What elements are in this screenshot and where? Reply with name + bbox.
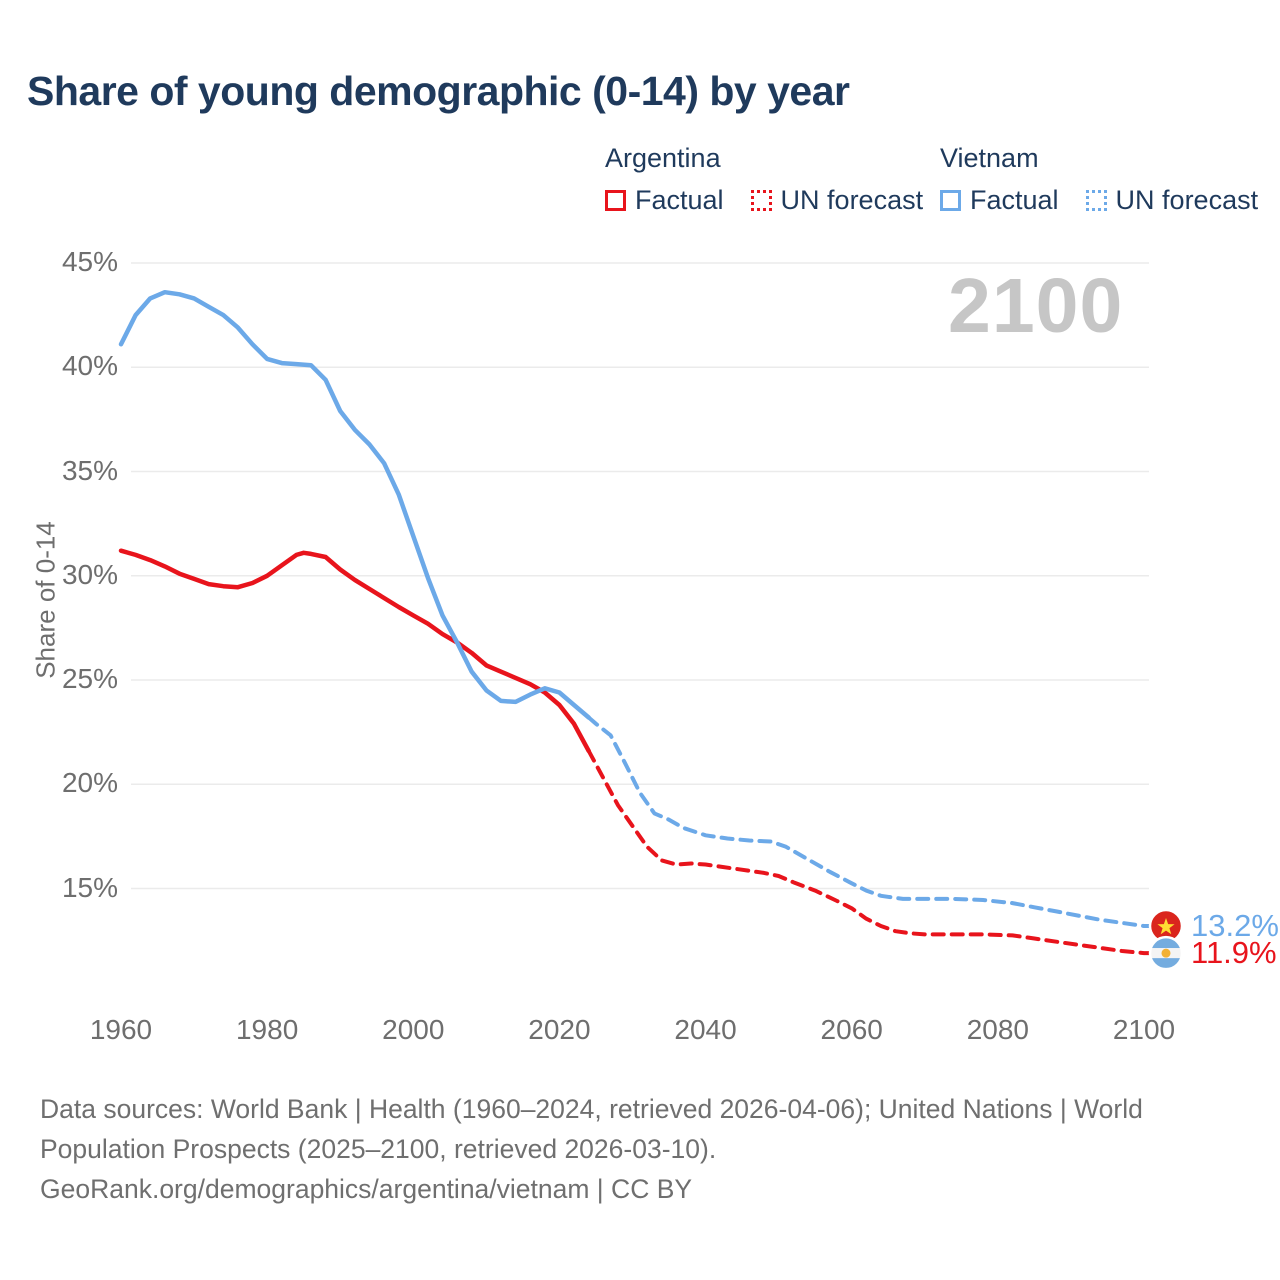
vietnam-forecast-swatch-icon [1085, 190, 1107, 211]
y-tick-label: 40% [61, 350, 118, 382]
series-line-vietnam-factual [118, 289, 591, 720]
x-tick-label: 2020 [528, 1014, 591, 1045]
footer: Data sources: World Bank | Health (1960–… [40, 1089, 1143, 1209]
y-axis-title: Share of 0-14 [30, 521, 61, 679]
legend-item-vietnam-forecast: UN forecast [1085, 185, 1259, 216]
series-line-argentina-factual [118, 548, 591, 754]
argentina-forecast-swatch-icon [750, 190, 772, 211]
legend-group-argentina-label: Argentina [605, 143, 721, 173]
legend-item-label: Factual [635, 185, 724, 215]
legend-item-vietnam-factual: Factual [940, 185, 1059, 216]
footer-data-sources-line1: Data sources: World Bank | Health (1960–… [40, 1094, 1143, 1124]
footer-data-sources-line2: Population Prospects (2025–2100, retriev… [40, 1134, 717, 1164]
x-tick-label: 2040 [674, 1014, 737, 1045]
legend-item-argentina-factual: Factual [605, 185, 724, 216]
y-tick-label: 20% [61, 767, 118, 799]
x-tick-label: 2060 [820, 1014, 883, 1045]
end-value-argentina: 11.9% [1191, 935, 1277, 971]
legend-item-label: Factual [970, 185, 1059, 215]
x-tick-label: 1960 [89, 1014, 153, 1045]
x-tick-label: 2080 [966, 1014, 1029, 1045]
y-tick-label: 45% [61, 246, 118, 277]
legend-item-argentina-forecast: UN forecast [750, 185, 924, 216]
legend-item-label: UN forecast [1115, 185, 1259, 215]
x-tick-label: 1980 [235, 1014, 299, 1045]
legend-group-argentina: Argentina Factual UN forecast [605, 143, 923, 216]
end-value-vietnam: 13.2% [1191, 908, 1279, 944]
series-line-vietnam-forecast [586, 715, 1154, 928]
legend-group-vietnam: Vietnam Factual UN forecast [940, 143, 1258, 216]
y-tick-label: 25% [61, 663, 118, 694]
y-tick-label: 15% [61, 871, 118, 903]
legend-group-vietnam-label: Vietnam [940, 143, 1039, 173]
vietnam-factual-swatch-icon [940, 190, 961, 211]
page-title: Share of young demographic (0-14) by yea… [27, 68, 850, 114]
watermark-year: 2100 [948, 263, 1124, 349]
y-tick-label: 30% [61, 558, 118, 590]
y-tick-label: 35% [61, 454, 118, 486]
argentina-flag-icon [1150, 937, 1182, 970]
series-line-argentina-forecast [586, 748, 1154, 956]
vietnam-flag-star-icon [1157, 918, 1175, 935]
footer-attribution-url: GeoRank.org/demographics/argentina/vietn… [40, 1174, 693, 1204]
argentina-flag-ring [1148, 935, 1184, 971]
x-tick-label: 2100 [1112, 1014, 1176, 1045]
argentina-factual-swatch-icon [605, 190, 626, 211]
x-tick-label: 2000 [382, 1014, 445, 1045]
legend-item-label: UN forecast [780, 185, 924, 215]
